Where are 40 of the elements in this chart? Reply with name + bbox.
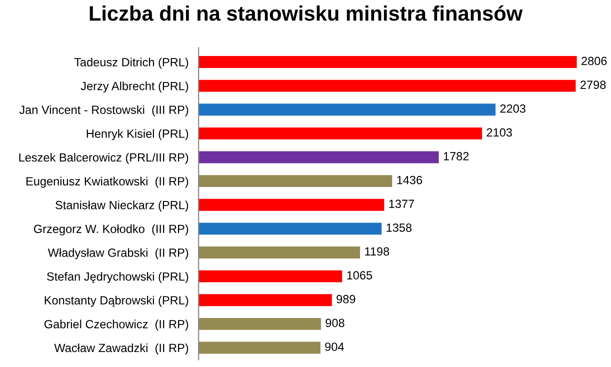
bar	[198, 104, 496, 116]
data-label: 1782	[444, 152, 469, 160]
data-label: 2798	[580, 80, 606, 89]
bar	[198, 198, 384, 211]
bar	[198, 294, 332, 306]
data-label: 989	[336, 294, 356, 304]
chart-title: Liczba dni na stanowisku ministra finansów	[90, 5, 523, 21]
y-tick-label: Grzegorz W. Kołodko (III RP)	[34, 224, 188, 236]
y-tick-label: Konstanty Dąbrowski (PRL)	[44, 296, 188, 307]
data-label: 2103	[486, 128, 512, 137]
y-tick-label: Jan Vincent - Rostowski (III RP)	[19, 105, 188, 116]
data-label: 1198	[365, 247, 390, 256]
y-tick-label: Leszek Balcerowicz (PRL/III RP)	[19, 152, 188, 164]
data-label: 2203	[500, 104, 526, 113]
y-tick-label: Jerzy Albrecht (PRL)	[80, 82, 188, 93]
bar	[198, 175, 392, 188]
bar	[198, 151, 439, 164]
bar	[198, 222, 382, 235]
data-label: 1065	[347, 271, 372, 280]
bar	[198, 342, 320, 354]
y-tick-label: Tadeusz Ditrich (PRL)	[74, 58, 188, 69]
data-label: 904	[325, 342, 344, 351]
data-label: 908	[326, 318, 344, 328]
y-tick-label: Stefan Jędrychowski (PRL)	[47, 272, 188, 284]
data-label: 1436	[397, 176, 422, 184]
y-tick-label: Henryk Kisiel (PRL)	[86, 129, 188, 140]
bar	[198, 127, 482, 140]
y-tick-label: Gabriel Czechowicz (II RP)	[44, 320, 188, 331]
data-label: 1377	[389, 200, 414, 208]
y-tick-label: Eugeniusz Kwiatkowski (II RP)	[26, 176, 188, 188]
bar	[198, 318, 321, 330]
y-tick-label: Wacław Zawadzki (II RP)	[54, 343, 188, 354]
bar	[198, 246, 360, 258]
bar	[198, 56, 577, 68]
y-tick-label: Stanisław Nieckarz (PRL)	[56, 200, 188, 212]
data-label: 1358	[386, 224, 412, 232]
bar	[198, 80, 576, 92]
bar	[198, 270, 342, 282]
y-tick-label: Władysław Grabski (II RP)	[48, 248, 188, 260]
data-label: 2806	[582, 56, 607, 66]
